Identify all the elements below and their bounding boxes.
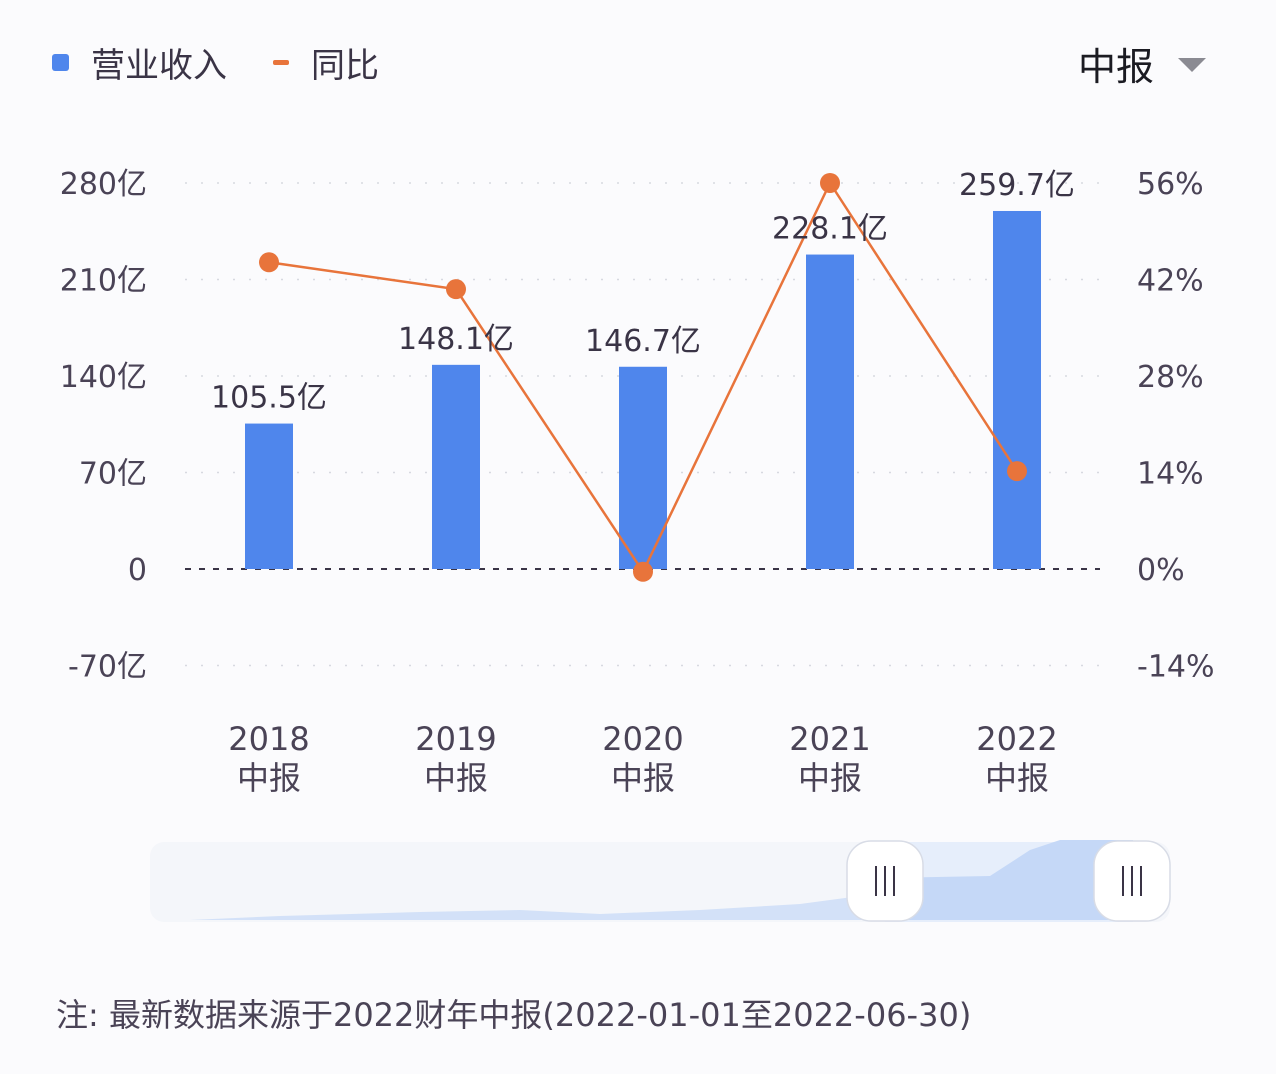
grip-icon xyxy=(1122,866,1142,896)
yoy-point[interactable] xyxy=(820,173,840,193)
slider-selected-area xyxy=(885,840,1133,920)
revenue-bar[interactable] xyxy=(806,254,854,569)
revenue-value-label: 259.7亿 xyxy=(959,168,1075,203)
x-axis-year: 2019 xyxy=(415,720,496,758)
x-axis-year: 2018 xyxy=(228,720,309,758)
right-axis-tick: 14% xyxy=(1137,457,1204,492)
revenue-bar[interactable] xyxy=(993,210,1041,570)
x-axis-period: 中报 xyxy=(985,759,1049,797)
period-selector[interactable]: 中报 xyxy=(1078,36,1207,91)
revenue-bar[interactable] xyxy=(619,366,667,569)
data-source-note: 注: 最新数据来源于2022财年中报(2022-01-01至2022-06-30… xyxy=(56,996,972,1034)
revenue-value-label: 148.1亿 xyxy=(398,322,514,357)
revenue-value-label: 228.1亿 xyxy=(772,212,888,247)
revenue-value-label: 146.7亿 xyxy=(585,324,701,359)
x-axis-period: 中报 xyxy=(237,759,301,797)
grip-icon xyxy=(875,866,895,896)
left-axis-tick: -70亿 xyxy=(68,650,147,685)
left-axis-tick: 0 xyxy=(128,553,147,588)
bar-swatch-icon xyxy=(52,54,69,71)
chart-legend: 营业收入 同比 xyxy=(52,38,425,87)
legend-label-revenue: 营业收入 xyxy=(91,46,227,86)
x-axis-period: 中报 xyxy=(798,759,862,797)
right-axis-tick: 42% xyxy=(1137,264,1204,299)
period-selector-label: 中报 xyxy=(1078,45,1155,89)
right-axis-tick: 56% xyxy=(1137,167,1204,202)
left-axis-tick: 70亿 xyxy=(79,457,147,492)
yoy-point[interactable] xyxy=(1007,461,1027,482)
yoy-point[interactable] xyxy=(633,561,653,582)
legend-item-yoy[interactable]: 同比 xyxy=(273,38,379,87)
left-axis-tick: 210亿 xyxy=(60,264,147,299)
right-axis-tick: 28% xyxy=(1137,360,1204,395)
revenue-value-label: 105.5亿 xyxy=(211,381,327,416)
left-axis-tick: 280亿 xyxy=(60,167,147,202)
x-axis-period: 中报 xyxy=(611,759,675,797)
right-axis-tick: 0% xyxy=(1137,553,1185,588)
legend-label-yoy: 同比 xyxy=(311,46,379,86)
x-axis-year: 2022 xyxy=(976,720,1057,758)
line-swatch-icon xyxy=(273,60,289,65)
right-axis-tick: -14% xyxy=(1137,650,1215,685)
yoy-point[interactable] xyxy=(446,279,466,300)
revenue-bar[interactable] xyxy=(432,364,480,569)
left-axis-tick: 140亿 xyxy=(60,360,147,395)
x-axis-period: 中报 xyxy=(424,759,488,797)
revenue-bar[interactable] xyxy=(245,423,293,569)
caret-down-icon xyxy=(1178,57,1207,72)
slider-preview-area xyxy=(190,880,885,920)
slider-handle-left[interactable] xyxy=(846,840,924,922)
range-slider[interactable] xyxy=(150,840,1171,922)
slider-handle-right[interactable] xyxy=(1093,840,1171,922)
legend-item-revenue[interactable]: 营业收入 xyxy=(52,38,227,87)
x-axis-year: 2021 xyxy=(789,720,870,758)
x-axis-year: 2020 xyxy=(602,720,683,758)
yoy-point[interactable] xyxy=(259,252,279,273)
